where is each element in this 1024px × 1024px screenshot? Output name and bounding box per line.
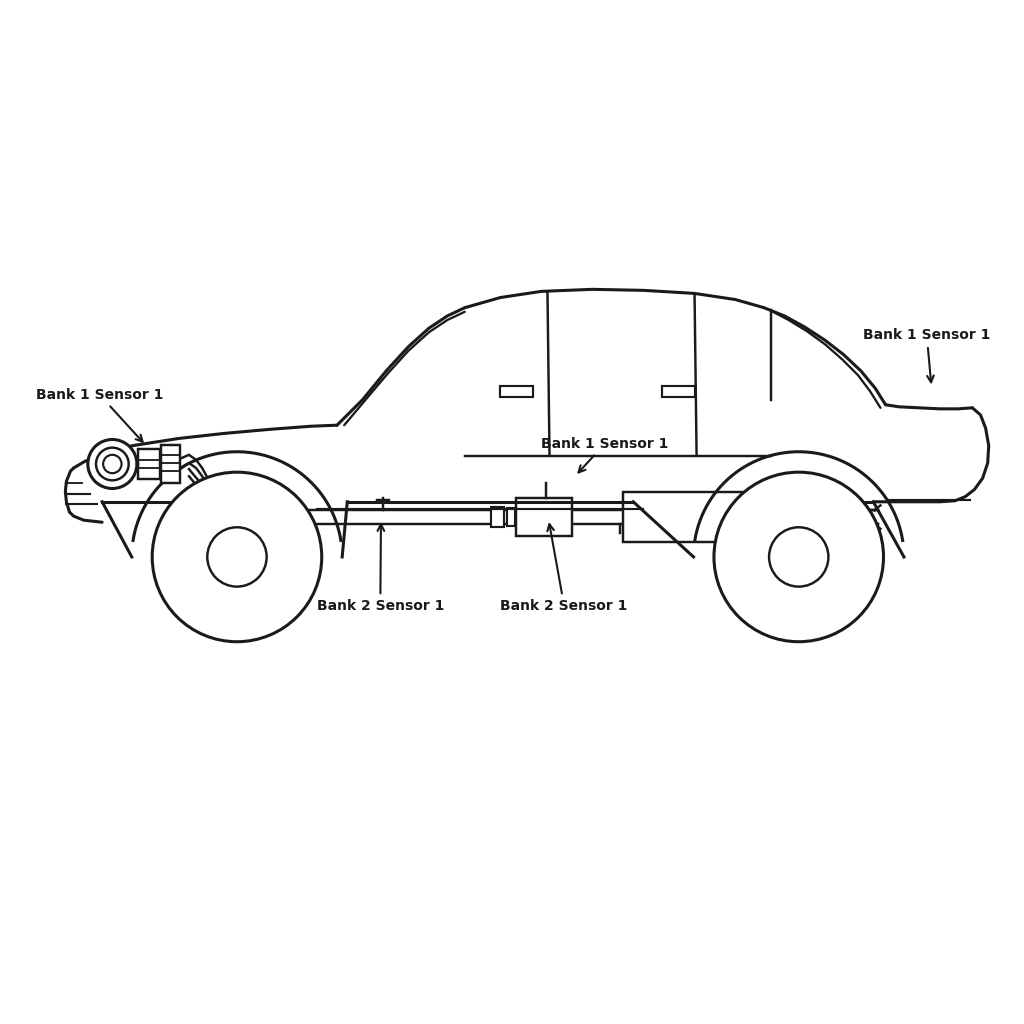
Bar xyxy=(507,509,515,525)
Text: Bank 1 Sensor 1: Bank 1 Sensor 1 xyxy=(542,436,669,472)
Text: Bank 2 Sensor 1: Bank 2 Sensor 1 xyxy=(316,524,444,613)
Bar xyxy=(623,493,745,542)
Circle shape xyxy=(96,447,129,480)
Text: Bank 1 Sensor 1: Bank 1 Sensor 1 xyxy=(863,329,990,382)
Circle shape xyxy=(714,472,884,642)
Circle shape xyxy=(207,527,266,587)
Bar xyxy=(501,386,534,396)
Text: Bank 2 Sensor 1: Bank 2 Sensor 1 xyxy=(501,524,628,613)
Circle shape xyxy=(153,472,322,642)
Bar xyxy=(138,449,161,479)
Bar xyxy=(662,386,694,396)
Bar xyxy=(516,499,572,536)
Circle shape xyxy=(103,455,122,473)
Circle shape xyxy=(88,439,137,488)
Circle shape xyxy=(769,527,828,587)
Bar xyxy=(492,508,504,526)
Bar xyxy=(162,444,180,483)
Text: Bank 1 Sensor 1: Bank 1 Sensor 1 xyxy=(36,387,163,441)
